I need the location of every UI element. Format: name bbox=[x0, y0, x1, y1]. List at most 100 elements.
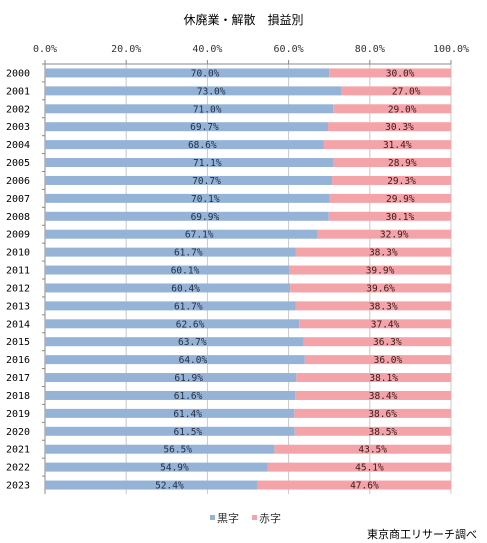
data-label-profit: 68.6% bbox=[188, 140, 217, 151]
data-label-loss: 32.9% bbox=[380, 230, 409, 241]
bar-profit bbox=[45, 158, 334, 168]
data-label-loss: 30.0% bbox=[386, 68, 415, 79]
data-label-loss: 47.6% bbox=[350, 481, 379, 492]
data-label-profit: 62.6% bbox=[176, 319, 205, 330]
bar-loss bbox=[289, 265, 451, 275]
data-label-profit: 69.7% bbox=[190, 122, 219, 133]
x-tick-label: 60.0% bbox=[274, 44, 304, 55]
x-tick-label: 100.0% bbox=[433, 44, 469, 55]
bar-loss bbox=[304, 355, 451, 365]
data-label-loss: 27.0% bbox=[392, 86, 421, 97]
legend-swatch-profit bbox=[210, 515, 215, 520]
x-tick-label: 80.0% bbox=[355, 44, 385, 55]
chart-title: 休廃業・解散 損益別 bbox=[183, 13, 304, 27]
y-category-label: 2013 bbox=[6, 301, 30, 312]
y-category-label: 2010 bbox=[6, 248, 30, 259]
data-label-profit: 73.0% bbox=[197, 86, 226, 97]
bar-profit bbox=[45, 265, 290, 275]
x-tick-label: 40.0% bbox=[192, 44, 222, 55]
bar-loss bbox=[299, 319, 451, 329]
data-label-profit: 71.1% bbox=[193, 158, 222, 169]
data-label-loss: 37.4% bbox=[371, 319, 400, 330]
chart-plot: 0.0% 20.0% 40.0% 60.0% 80.0% 100.0% 2000 70.0% 3… bbox=[6, 44, 469, 494]
bar-loss bbox=[294, 426, 451, 436]
y-category-label: 2003 bbox=[6, 122, 30, 133]
y-category-label: 2012 bbox=[6, 283, 30, 294]
bar-profit bbox=[45, 211, 329, 221]
data-label-loss: 29.9% bbox=[386, 194, 415, 205]
data-label-profit: 54.9% bbox=[160, 463, 189, 474]
bar-profit bbox=[45, 122, 328, 132]
bar-profit bbox=[45, 193, 330, 203]
data-label-loss: 36.0% bbox=[374, 355, 403, 366]
data-label-profit: 70.7% bbox=[192, 176, 221, 187]
data-label-loss: 43.5% bbox=[358, 445, 387, 456]
data-label-loss: 38.3% bbox=[369, 248, 398, 259]
data-label-profit: 61.6% bbox=[174, 391, 203, 402]
data-label-profit: 60.1% bbox=[171, 266, 200, 277]
data-label-profit: 71.0% bbox=[193, 104, 222, 115]
data-label-loss: 39.9% bbox=[366, 266, 395, 277]
bar-profit bbox=[45, 480, 258, 490]
bar-profit bbox=[45, 140, 324, 150]
data-label-loss: 30.3% bbox=[385, 122, 414, 133]
data-label-loss: 38.6% bbox=[368, 409, 397, 420]
data-label-loss: 38.1% bbox=[369, 373, 398, 384]
data-label-profit: 70.0% bbox=[191, 68, 220, 79]
bar-profit bbox=[45, 462, 268, 472]
data-label-profit: 70.1% bbox=[191, 194, 220, 205]
y-category-label: 2005 bbox=[6, 158, 30, 169]
data-label-loss: 31.4% bbox=[383, 140, 412, 151]
bar-profit bbox=[45, 373, 297, 383]
bar-loss bbox=[303, 337, 451, 347]
y-category-label: 2018 bbox=[6, 391, 30, 402]
data-label-profit: 56.5% bbox=[163, 445, 192, 456]
bar-profit bbox=[45, 319, 300, 329]
bar-loss bbox=[295, 247, 451, 257]
y-category-label: 2007 bbox=[6, 194, 30, 205]
bar-loss bbox=[333, 158, 451, 168]
data-label-profit: 60.4% bbox=[171, 283, 200, 294]
data-label-profit: 61.5% bbox=[174, 427, 203, 438]
bar-profit bbox=[45, 104, 334, 114]
bar-profit bbox=[45, 283, 291, 293]
y-category-label: 2020 bbox=[6, 427, 30, 438]
y-category-label: 2006 bbox=[6, 176, 30, 187]
data-label-profit: 61.7% bbox=[174, 248, 203, 259]
bar-loss bbox=[317, 229, 451, 239]
bar-profit bbox=[45, 337, 304, 347]
bar-profit bbox=[45, 247, 296, 257]
bar-profit bbox=[45, 408, 295, 418]
legend-label-loss: 赤字 bbox=[259, 512, 281, 525]
y-category-label: 2015 bbox=[6, 337, 30, 348]
bar-profit bbox=[45, 175, 333, 185]
bar-loss bbox=[294, 408, 451, 418]
y-category-label: 2017 bbox=[6, 373, 30, 384]
y-category-label: 2008 bbox=[6, 212, 30, 223]
bar-loss bbox=[267, 462, 451, 472]
x-tick-label: 20.0% bbox=[111, 44, 141, 55]
data-label-loss: 30.1% bbox=[386, 212, 415, 223]
bar-profit bbox=[45, 426, 295, 436]
bar-loss bbox=[333, 104, 451, 114]
bar-loss bbox=[327, 122, 451, 132]
y-category-label: 2001 bbox=[6, 86, 30, 97]
data-label-profit: 61.4% bbox=[173, 409, 202, 420]
y-category-label: 2022 bbox=[6, 463, 30, 474]
legend-item-loss: 赤字 bbox=[252, 510, 281, 526]
y-category-label: 2014 bbox=[6, 319, 30, 330]
data-label-loss: 38.5% bbox=[369, 427, 398, 438]
bar-loss bbox=[323, 140, 451, 150]
y-category-label: 2009 bbox=[6, 230, 30, 241]
data-label-loss: 28.9% bbox=[388, 158, 417, 169]
data-label-profit: 69.9% bbox=[191, 212, 220, 223]
data-label-loss: 38.3% bbox=[369, 301, 398, 312]
data-label-loss: 45.1% bbox=[355, 463, 384, 474]
bar-profit bbox=[45, 390, 296, 400]
y-category-label: 2000 bbox=[6, 68, 30, 79]
data-label-profit: 61.7% bbox=[174, 301, 203, 312]
data-label-loss: 29.0% bbox=[388, 104, 417, 115]
bar-profit bbox=[45, 301, 296, 311]
bar-loss bbox=[274, 444, 451, 454]
